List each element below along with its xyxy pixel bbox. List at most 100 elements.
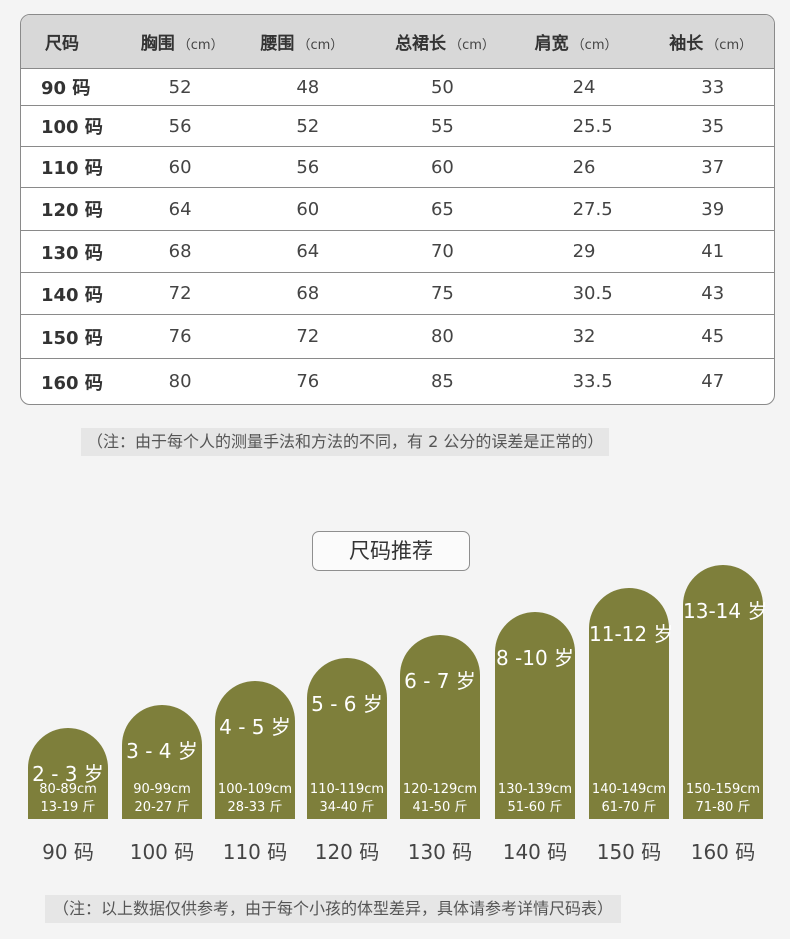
weight-range: 13-19 斤 [40,800,96,815]
header-label: 总裙长 [395,34,447,54]
header-unit: （cm） [449,38,495,53]
value-cell: 29 [572,241,596,262]
header-label: 袖长 [669,34,704,54]
weight-range: 61-70 斤 [601,800,657,815]
value-cell: 68 [168,241,192,262]
weight-range: 28-33 斤 [227,800,283,815]
age-label: 8 -10 岁 [495,646,575,670]
header-label: 肩宽 [534,34,569,54]
size-cell: 130 码 [41,242,103,264]
header-waist: 腰围 （cm） [260,29,395,54]
value-cell: 60 [430,156,454,178]
value-cell: 55 [430,115,454,137]
height-range: 120-129cm [402,782,478,797]
value-cell: 52 [168,76,192,98]
size-label: 140 码 [502,840,568,864]
value-cell: 70 [430,241,454,262]
size-cell: 150 码 [41,327,103,349]
size-cell: 160 码 [41,372,103,394]
recommend-bar: 2 - 3 岁 80-89cm 13-19 斤 [28,728,108,819]
value-cell: 72 [296,326,320,347]
height-range: 150-159cm [685,782,761,797]
recommend-title: 尺码推荐 [312,531,470,571]
header-size: 尺码 [21,29,131,54]
value-cell: 37 [701,156,725,178]
weight-range: 34-40 斤 [319,800,375,815]
value-cell: 60 [168,156,192,178]
header-unit: （cm） [177,38,224,53]
weight-range: 20-27 斤 [134,800,190,815]
header-sleeve: 袖长 （cm） [669,29,774,54]
value-cell: 32 [572,326,596,347]
age-label: 5 - 6 岁 [311,692,383,716]
recommend-bar: 8 -10 岁 130-139cm 51-60 斤 [495,612,575,819]
size-label: 90 码 [42,840,94,864]
age-label: 6 - 7 岁 [404,669,476,693]
age-label: 3 - 4 岁 [126,739,198,763]
height-range: 140-149cm [591,782,667,797]
size-cell: 100 码 [41,117,103,138]
value-cell: 75 [430,283,454,304]
value-cell: 47 [701,371,725,392]
size-cell: 120 码 [41,200,103,221]
value-cell: 39 [701,198,725,220]
value-cell: 72 [168,283,192,304]
table-row: 130 码 68 64 70 29 41 [21,231,774,273]
value-cell: 43 [701,283,725,304]
header-unit: （cm） [706,38,753,53]
value-cell: 64 [168,198,192,220]
value-cell: 35 [701,115,725,137]
table-row: 90 码 52 48 50 24 33 [21,69,774,106]
height-range: 80-89cm [39,782,97,797]
size-cell: 90 码 [41,78,91,99]
value-cell: 48 [296,76,320,98]
size-label: 100 码 [129,840,195,864]
age-label: 13-14 岁 [683,599,768,623]
value-cell: 76 [296,371,320,392]
value-cell: 56 [168,115,192,137]
weight-range: 41-50 斤 [412,800,468,815]
size-table: 尺码 胸围 （cm） 腰围 （cm） 总裙长 （cm） 肩宽 （cm） 袖长 （cm） 9… [20,14,775,405]
height-range: 110-119cm [309,782,385,797]
value-cell: 85 [430,371,454,392]
header-unit: （cm） [571,38,618,53]
value-cell: 25.5 [572,115,613,137]
recommend-bar: 11-12 岁 140-149cm 61-70 斤 [589,588,674,819]
size-label: 130 码 [407,840,473,864]
value-cell: 52 [296,115,320,137]
value-cell: 60 [296,198,320,220]
value-cell: 56 [296,156,320,178]
value-cell: 76 [168,326,192,347]
value-cell: 27.5 [572,198,613,220]
table-header-row: 尺码 胸围 （cm） 腰围 （cm） 总裙长 （cm） 肩宽 （cm） 袖长 （cm） [21,15,774,69]
measurement-note: （注：由于每个人的测量手法和方法的不同，有 2 公分的误差是正常的） [81,428,610,456]
header-label: 胸围 [140,34,175,54]
header-label: 腰围 [260,34,295,54]
recommend-bar: 3 - 4 岁 90-99cm 20-27 斤 [122,705,202,819]
table-row: 100 码 56 52 55 25.5 35 [21,106,774,147]
recommend-bar: 5 - 6 岁 110-119cm 34-40 斤 [307,658,387,819]
header-label: 尺码 [45,34,79,54]
weight-range: 71-80 斤 [695,800,751,815]
table-row: 140 码 72 68 75 30.5 43 [21,273,774,315]
value-cell: 24 [572,76,596,98]
size-label: 160 码 [690,840,756,864]
header-shoulder: 肩宽 （cm） [535,29,670,54]
value-cell: 80 [168,371,192,392]
recommend-bar: 13-14 岁 150-159cm 71-80 斤 [683,565,768,819]
recommend-bar: 4 - 5 岁 100-109cm 28-33 斤 [215,681,295,819]
size-label: 120 码 [314,840,380,864]
age-label: 2 - 3 岁 [32,762,104,786]
age-label: 4 - 5 岁 [219,715,291,739]
table-row: 160 码 80 76 85 33.5 47 [21,359,774,404]
height-range: 90-99cm [133,782,191,797]
table-body: 90 码 52 48 50 24 33 100 码 56 52 55 25.5 35 110 码 60 56… [21,69,774,404]
value-cell: 45 [701,326,725,347]
header-chest: 胸围 （cm） [131,29,261,54]
size-cell: 110 码 [41,158,103,179]
age-label: 11-12 岁 [589,622,674,646]
reference-note: （注：以上数据仅供参考，由于每个小孩的体型差异，具体请参考详情尺码表） [45,895,622,923]
value-cell: 30.5 [572,283,613,304]
table-row: 110 码 60 56 60 26 37 [21,147,774,188]
value-cell: 50 [430,76,454,98]
